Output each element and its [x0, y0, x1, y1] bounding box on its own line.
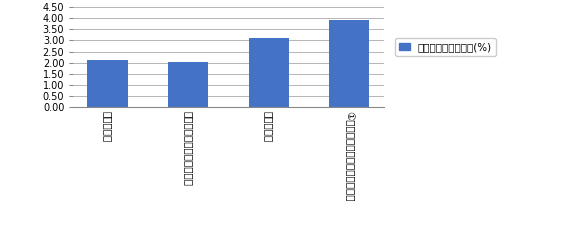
Bar	[249, 38, 289, 107]
Bar	[329, 20, 369, 107]
Bar	[168, 62, 208, 107]
Bar	[87, 60, 127, 107]
Legend: 平均研究開発集約度(%): 平均研究開発集約度(%)	[395, 38, 496, 56]
